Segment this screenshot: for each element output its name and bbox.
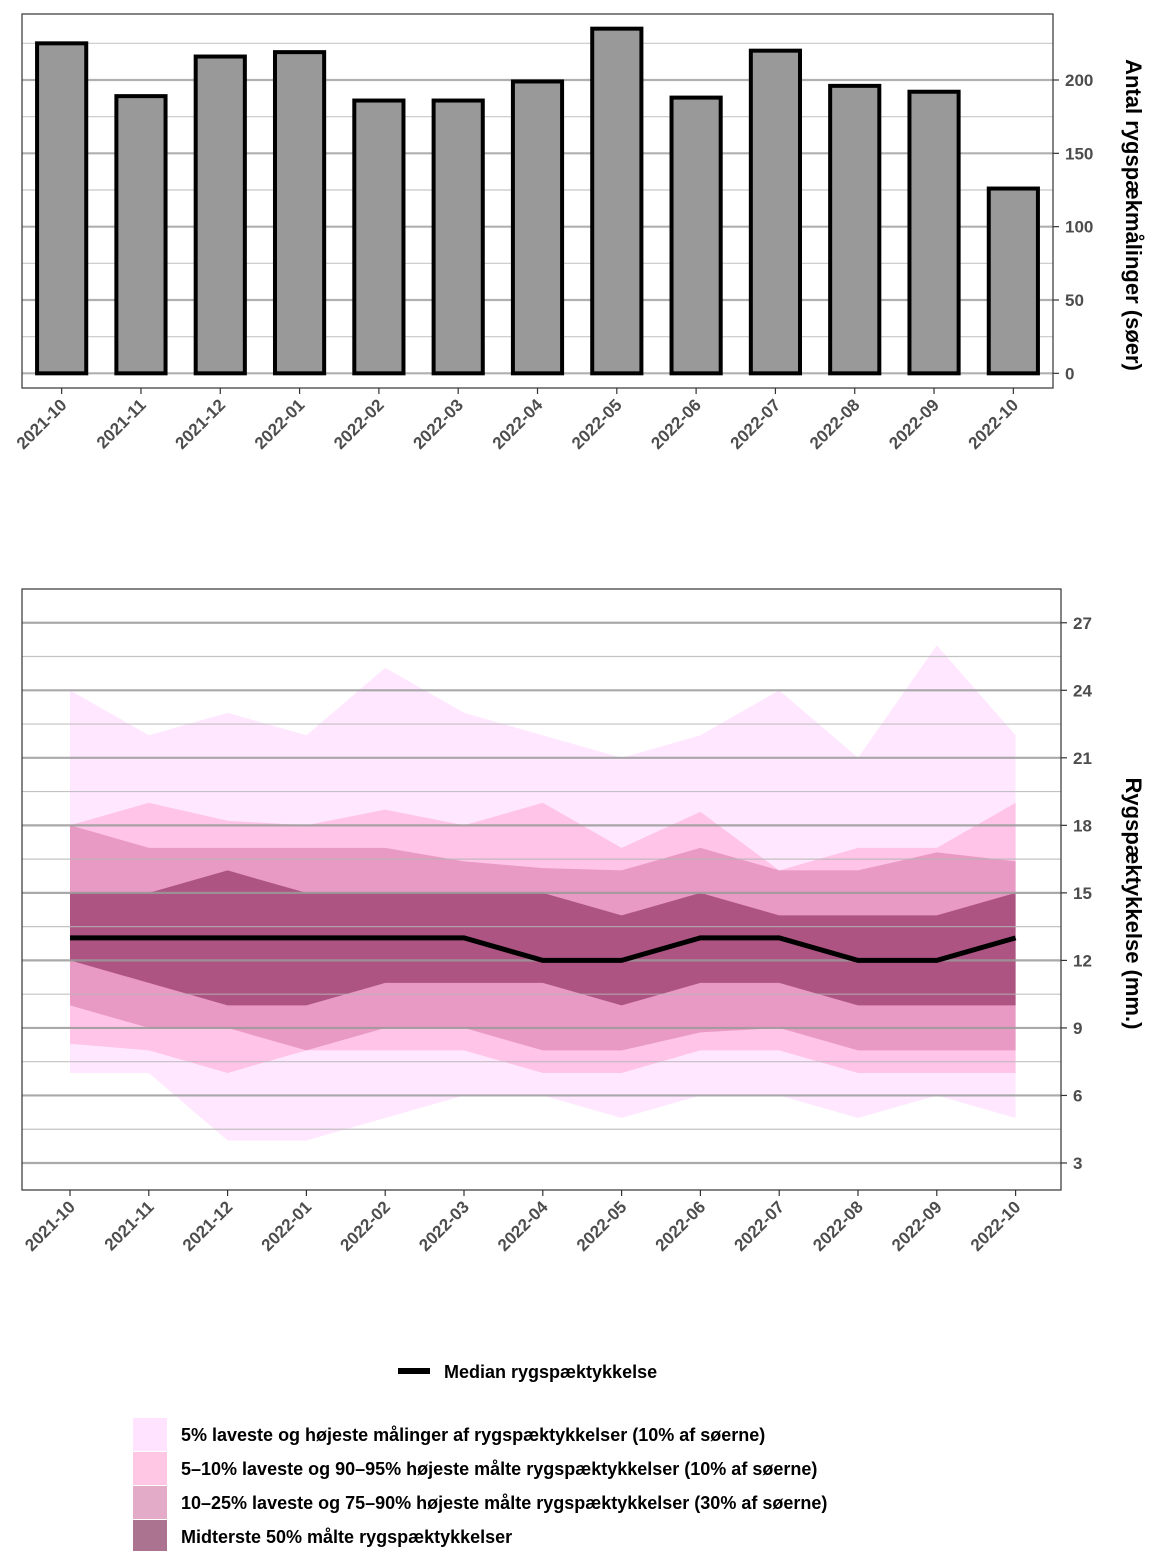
bar-y-tick-label: 50 bbox=[1065, 291, 1084, 310]
legend-band-label: 5–10% laveste og 90–95% højeste målte ry… bbox=[181, 1459, 817, 1479]
band-chart-y-axis-title: Rygspæktykkelse (mm.) bbox=[1121, 778, 1146, 1030]
legend-band-swatch bbox=[133, 1486, 167, 1519]
bar-y-tick-label: 200 bbox=[1065, 71, 1093, 90]
bar-x-tick-label: 2022-05 bbox=[568, 395, 626, 453]
legend-band-label: Midterste 50% målte rygspæktykkelser bbox=[181, 1527, 512, 1547]
legend-median-label: Median rygspæktykkelse bbox=[444, 1362, 657, 1382]
bar-chart-y-axis: 0 50 100 150 200 bbox=[1053, 71, 1093, 383]
band-x-tick-label: 2022-07 bbox=[730, 1197, 788, 1255]
legend-band-label: 5% laveste og højeste målinger af rygspæ… bbox=[181, 1425, 765, 1445]
bar bbox=[510, 79, 565, 376]
band-y-tick-label: 27 bbox=[1073, 614, 1092, 633]
median-line bbox=[70, 935, 1017, 963]
band-x-tick-label: 2022-05 bbox=[573, 1197, 631, 1255]
bar-x-tick-label: 2022-06 bbox=[647, 395, 705, 453]
bar-chart-x-axis: 2021-10 2021-11 2021-12 2022-01 2022-02 2022-… bbox=[13, 388, 1022, 453]
band-y-tick-label: 15 bbox=[1073, 884, 1092, 903]
band-x-tick-label: 2021-12 bbox=[179, 1197, 237, 1255]
band-x-tick-label: 2022-03 bbox=[415, 1197, 473, 1255]
legend-band-swatch bbox=[133, 1418, 167, 1451]
bar bbox=[748, 48, 803, 376]
bar-chart-y-axis-title: Antal rygspækmålinger (søer) bbox=[1121, 59, 1146, 371]
bar-x-tick-label: 2021-10 bbox=[13, 395, 71, 453]
band-chart-x-axis: 2021-10 2021-11 2021-12 2022-01 2022-02 2022-… bbox=[21, 1190, 1024, 1255]
bar bbox=[272, 50, 327, 376]
band-x-tick-label: 2022-01 bbox=[258, 1197, 316, 1255]
band-y-tick-label: 21 bbox=[1073, 749, 1092, 768]
legend-band-entries: 5% laveste og højeste målinger af rygspæ… bbox=[133, 1418, 827, 1553]
bar-y-tick-label: 100 bbox=[1065, 218, 1093, 237]
band-x-tick-label: 2022-08 bbox=[809, 1197, 867, 1255]
bar-x-tick-label: 2022-01 bbox=[251, 395, 309, 453]
legend-band-swatch bbox=[133, 1520, 167, 1553]
bar-chart-bars bbox=[35, 26, 1040, 376]
bar bbox=[431, 98, 485, 376]
band-y-tick-label: 24 bbox=[1073, 681, 1092, 700]
bar bbox=[669, 95, 723, 376]
band-x-tick-label: 2022-06 bbox=[652, 1197, 710, 1255]
band-x-tick-label: 2022-02 bbox=[336, 1197, 394, 1255]
band-chart-frame bbox=[21, 588, 1062, 1191]
band-x-tick-label: 2022-04 bbox=[494, 1197, 552, 1255]
bar bbox=[590, 26, 644, 376]
bar-x-tick-label: 2022-09 bbox=[885, 395, 943, 453]
bar-x-tick-label: 2021-12 bbox=[172, 395, 230, 453]
bar-x-tick-label: 2022-04 bbox=[489, 395, 547, 453]
bar-y-tick-label: 0 bbox=[1065, 364, 1074, 383]
bar bbox=[35, 41, 89, 376]
bar-x-tick-label: 2022-08 bbox=[806, 395, 864, 453]
bar-x-tick-label: 2022-03 bbox=[409, 395, 467, 453]
bar bbox=[193, 54, 247, 376]
bar-chart-panel: 2021-10 2021-11 2021-12 2022-01 2022-02 2022-… bbox=[13, 13, 1146, 453]
band-y-tick-label: 18 bbox=[1073, 816, 1092, 835]
band-y-tick-label: 12 bbox=[1073, 951, 1092, 970]
bar-x-tick-label: 2022-07 bbox=[727, 395, 785, 453]
bar-y-tick-label: 150 bbox=[1065, 144, 1093, 163]
band-x-tick-label: 2021-11 bbox=[101, 1197, 158, 1254]
bar bbox=[907, 89, 961, 376]
legend-band-label: 10–25% laveste og 75–90% højeste målte r… bbox=[181, 1493, 827, 1513]
bar bbox=[986, 186, 1040, 376]
band-chart-panel: 2021-10 2021-11 2021-12 2022-01 2022-02 2022-… bbox=[21, 588, 1146, 1255]
bar-x-tick-label: 2022-10 bbox=[965, 395, 1023, 453]
band-x-tick-label: 2021-10 bbox=[21, 1197, 79, 1255]
band-x-tick-label: 2022-09 bbox=[888, 1197, 946, 1255]
band-area bbox=[70, 870, 1016, 1006]
band-y-tick-label: 9 bbox=[1073, 1019, 1082, 1038]
bar bbox=[114, 94, 168, 376]
bar bbox=[352, 98, 406, 376]
band-chart-y-axis: 3 6 9 12 15 18 21 24 27 bbox=[1061, 614, 1092, 1173]
bar-x-tick-label: 2021-11 bbox=[93, 395, 150, 452]
band-x-tick-label: 2022-10 bbox=[967, 1197, 1025, 1255]
band-y-tick-label: 6 bbox=[1073, 1086, 1082, 1105]
legend-band-swatch bbox=[133, 1452, 167, 1485]
bar bbox=[828, 83, 882, 376]
legend: Median rygspæktykkelse 5% laveste og høj… bbox=[133, 1362, 827, 1553]
bar-x-tick-label: 2022-02 bbox=[330, 395, 388, 453]
band-area bbox=[70, 802, 1016, 1073]
band-y-tick-label: 3 bbox=[1073, 1154, 1082, 1173]
